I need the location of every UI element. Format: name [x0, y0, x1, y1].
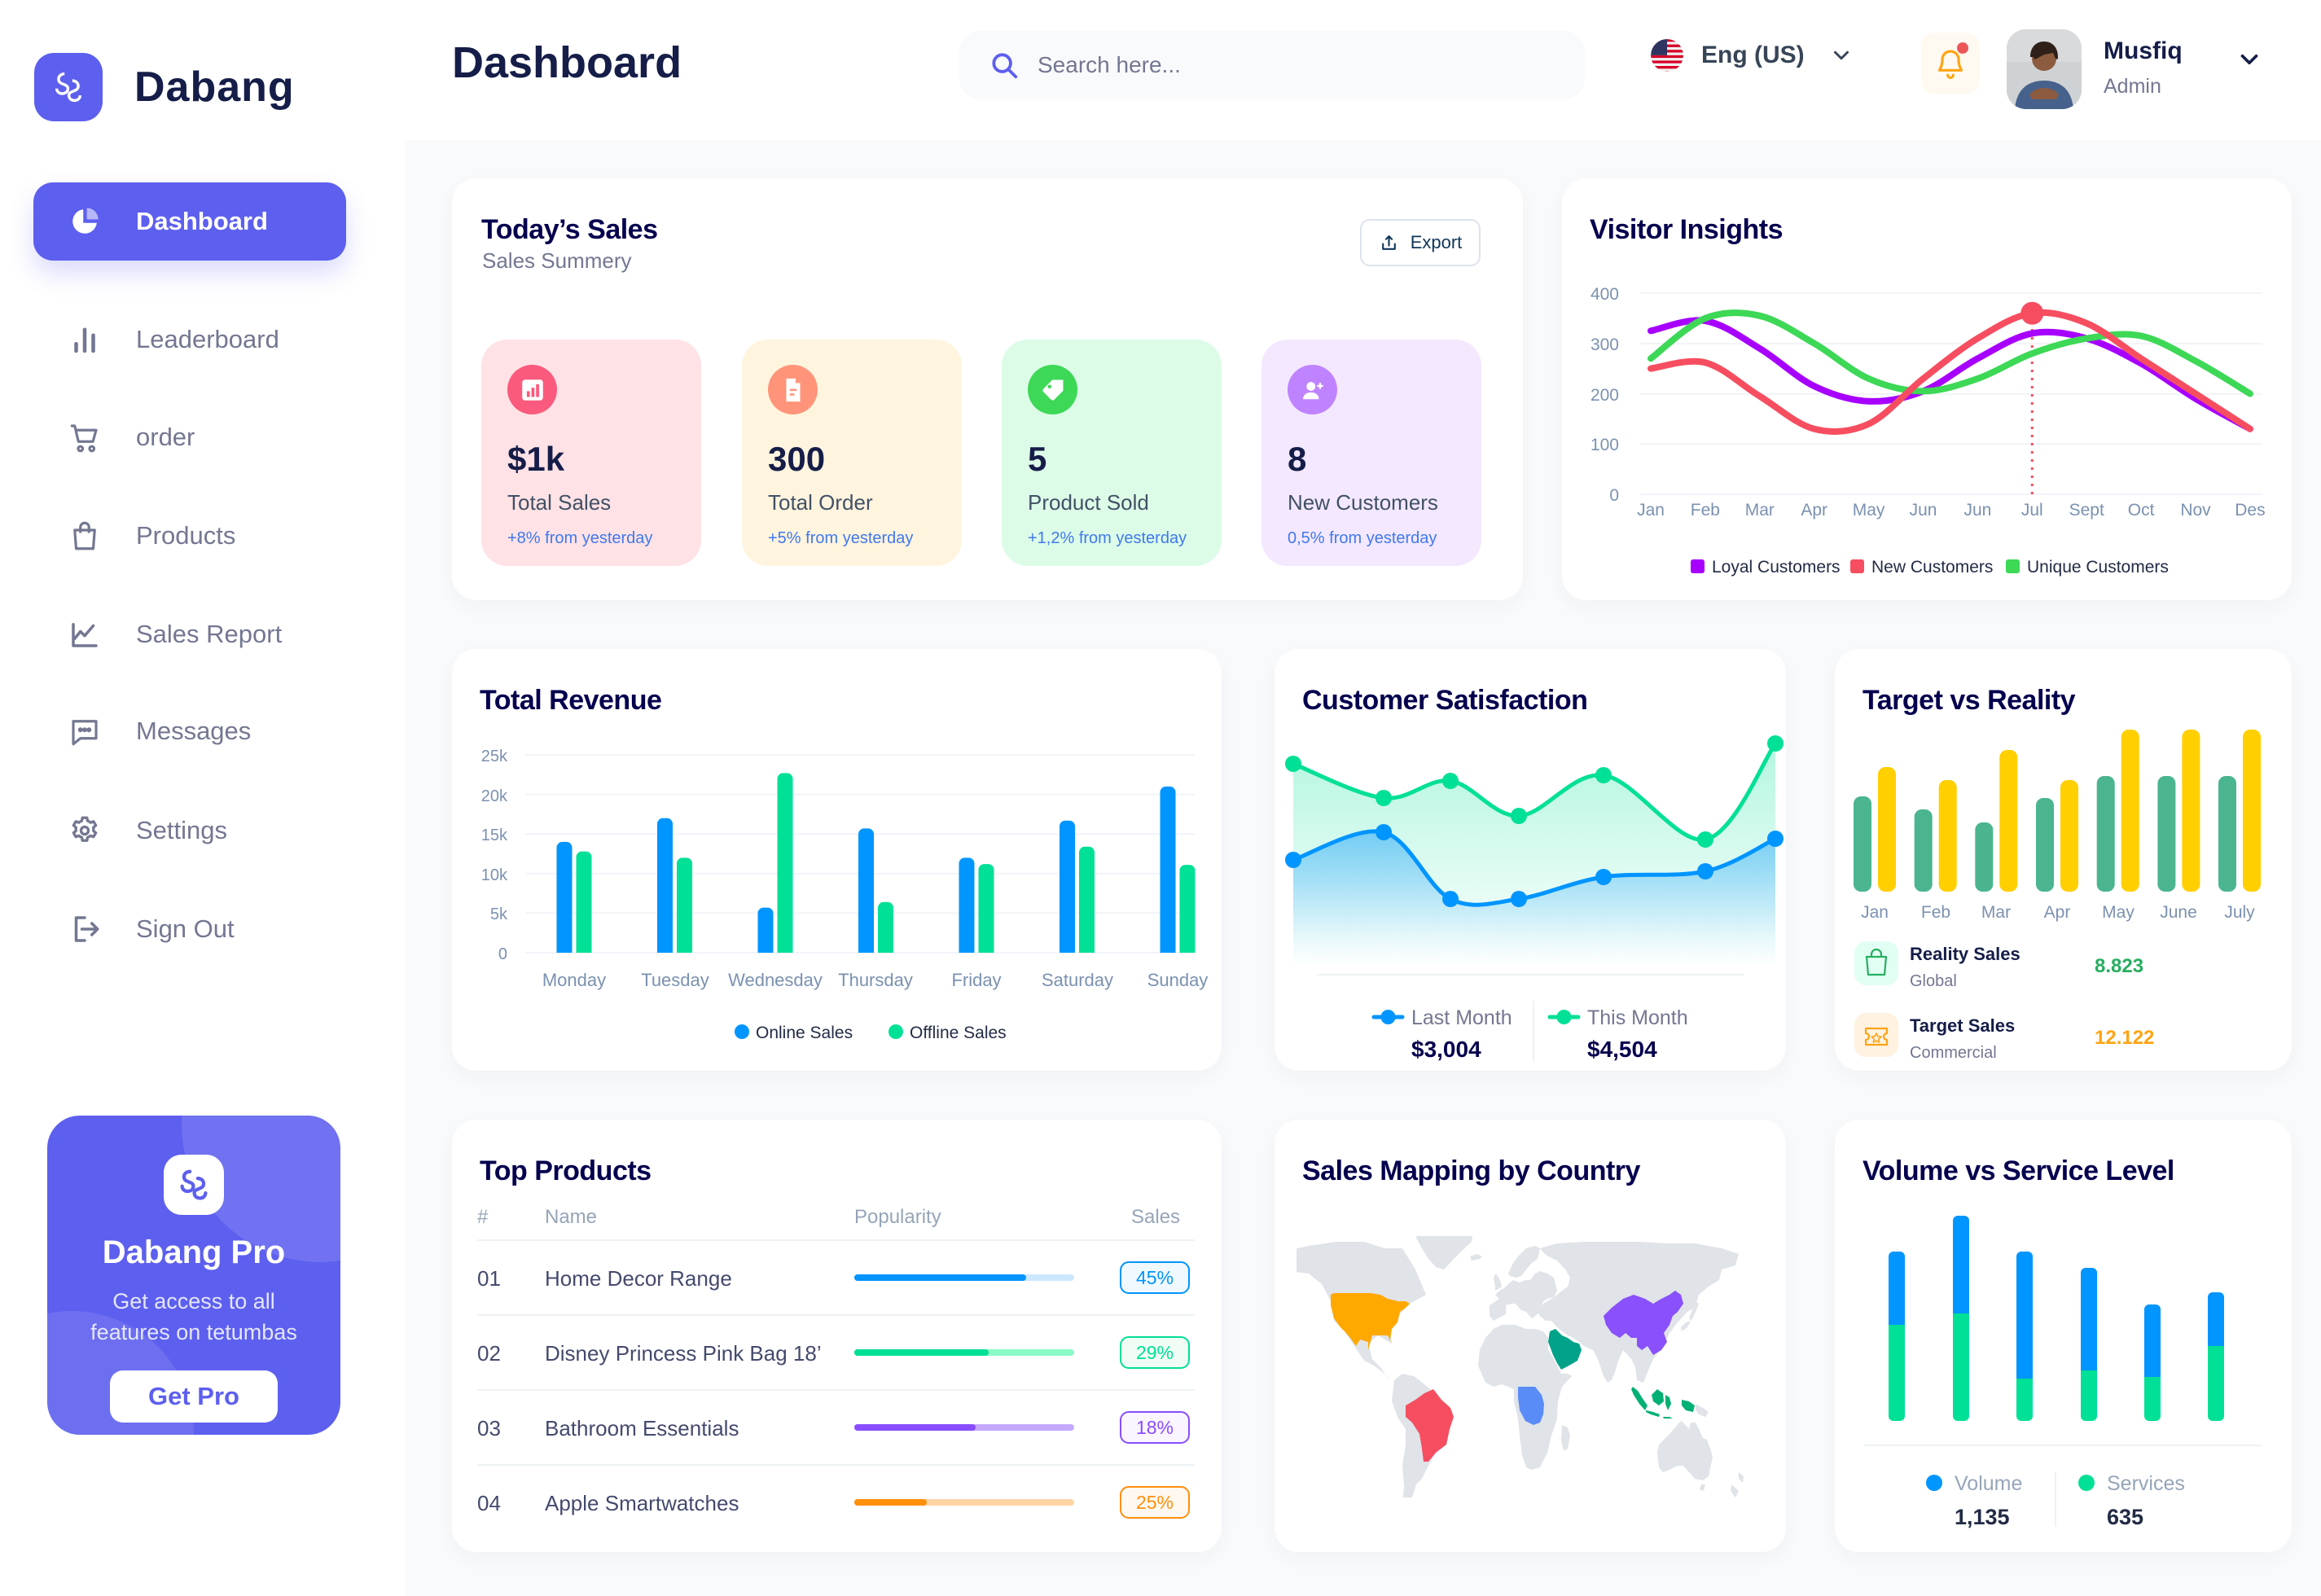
- svg-text:1,135: 1,135: [1955, 1505, 2010, 1529]
- svg-text:03: 03: [477, 1416, 501, 1440]
- svg-text:20k: 20k: [481, 787, 508, 805]
- svg-text:02: 02: [477, 1341, 501, 1366]
- svg-text:Online Sales: Online Sales: [756, 1024, 853, 1042]
- svg-text:Jan: Jan: [1861, 903, 1889, 922]
- svg-text:Jul: Jul: [2021, 501, 2043, 520]
- svg-text:Feb: Feb: [1921, 903, 1950, 922]
- svg-text:$3,004: $3,004: [1411, 1037, 1481, 1062]
- svg-text:0: 0: [1609, 486, 1619, 505]
- svg-text:5k: 5k: [490, 905, 508, 923]
- svg-text:Offline Sales: Offline Sales: [910, 1024, 1007, 1042]
- svg-text:Des: Des: [2235, 501, 2265, 520]
- svg-text:Reality Sales: Reality Sales: [1910, 944, 2020, 964]
- svg-text:Monday: Monday: [542, 970, 606, 990]
- svg-text:June: June: [2160, 903, 2197, 922]
- svg-text:#: #: [477, 1206, 489, 1228]
- svg-text:12.122: 12.122: [2095, 1027, 2154, 1049]
- svg-text:Oct: Oct: [2128, 501, 2155, 520]
- svg-text:Tuesday: Tuesday: [641, 970, 709, 990]
- svg-text:300: 300: [1590, 335, 1619, 354]
- svg-text:Feb: Feb: [1691, 501, 1720, 520]
- svg-text:635: 635: [2107, 1505, 2143, 1529]
- svg-text:100: 100: [1590, 436, 1619, 454]
- svg-text:July: July: [2224, 903, 2255, 922]
- svg-text:25k: 25k: [481, 748, 508, 765]
- svg-text:Name: Name: [545, 1206, 597, 1228]
- svg-text:Home Decor Range: Home Decor Range: [545, 1266, 732, 1291]
- svg-text:Friday: Friday: [951, 970, 1001, 990]
- svg-text:$4,504: $4,504: [1587, 1037, 1657, 1062]
- svg-text:Jun: Jun: [1963, 501, 1991, 520]
- svg-text:Apr: Apr: [2044, 903, 2071, 922]
- svg-text:400: 400: [1590, 285, 1619, 304]
- svg-text:8.823: 8.823: [2095, 955, 2143, 977]
- svg-text:Mar: Mar: [1981, 903, 2011, 922]
- svg-text:Global: Global: [1910, 972, 1957, 990]
- svg-text:New Customers: New Customers: [1871, 558, 1993, 577]
- svg-text:Bathroom Essentials: Bathroom Essentials: [545, 1416, 739, 1440]
- svg-text:May: May: [2102, 903, 2135, 922]
- svg-text:Target Sales: Target Sales: [1910, 1015, 2015, 1036]
- svg-text:200: 200: [1590, 386, 1619, 405]
- svg-text:Saturday: Saturday: [1042, 970, 1113, 990]
- svg-text:Loyal Customers: Loyal Customers: [1712, 558, 1841, 577]
- svg-text:Jun: Jun: [1910, 501, 1937, 520]
- svg-text:Commercial: Commercial: [1910, 1044, 1997, 1062]
- svg-text:15k: 15k: [481, 826, 508, 844]
- svg-text:Services: Services: [2107, 1472, 2185, 1495]
- svg-text:01: 01: [477, 1266, 501, 1291]
- svg-text:Nov: Nov: [2180, 501, 2211, 520]
- svg-text:Sept: Sept: [2069, 501, 2104, 520]
- svg-text:This Month: This Month: [1587, 1006, 1688, 1029]
- svg-text:Thursday: Thursday: [838, 970, 913, 990]
- svg-text:29%: 29%: [1136, 1342, 1174, 1363]
- svg-text:Unique Customers: Unique Customers: [2027, 558, 2169, 577]
- svg-text:Apr: Apr: [1801, 501, 1827, 520]
- svg-text:Disney Princess Pink Bag 18’: Disney Princess Pink Bag 18’: [545, 1341, 822, 1366]
- svg-text:Jan: Jan: [1637, 501, 1665, 520]
- svg-text:May: May: [1853, 501, 1885, 520]
- svg-text:Sales: Sales: [1131, 1206, 1180, 1228]
- svg-text:04: 04: [477, 1491, 501, 1515]
- svg-text:Popularity: Popularity: [854, 1206, 941, 1228]
- svg-text:25%: 25%: [1136, 1492, 1174, 1513]
- svg-text:Mar: Mar: [1745, 501, 1775, 520]
- svg-text:Wednesday: Wednesday: [728, 970, 823, 990]
- svg-text:Volume: Volume: [1955, 1472, 2022, 1495]
- svg-text:Apple Smartwatches: Apple Smartwatches: [545, 1491, 739, 1515]
- svg-text:0: 0: [498, 945, 507, 963]
- svg-text:18%: 18%: [1136, 1417, 1174, 1438]
- svg-text:45%: 45%: [1136, 1267, 1174, 1288]
- svg-text:Sunday: Sunday: [1147, 970, 1209, 990]
- svg-text:Last Month: Last Month: [1411, 1006, 1512, 1029]
- svg-text:10k: 10k: [481, 866, 508, 884]
